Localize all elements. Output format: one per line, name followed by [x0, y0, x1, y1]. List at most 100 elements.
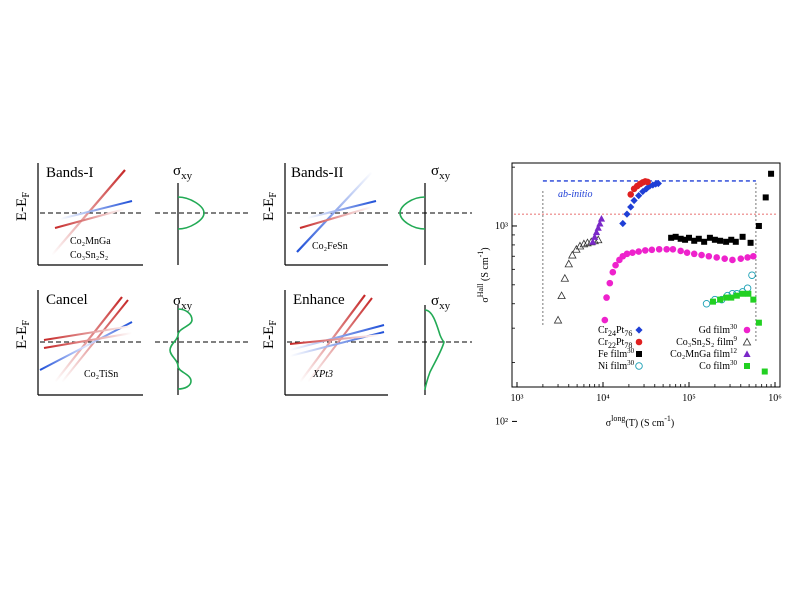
legend-marker: [635, 326, 643, 334]
band-line: [289, 334, 381, 345]
data-point: [747, 239, 754, 246]
sigma-curve: [424, 309, 445, 391]
data-point: [698, 251, 705, 259]
data-point: [691, 237, 698, 244]
data-point: [717, 237, 724, 244]
series-fe-film: [668, 170, 775, 246]
data-point: [668, 234, 675, 241]
data-point: [644, 178, 651, 186]
legend-marker: [743, 350, 751, 357]
legend-marker: [635, 338, 643, 346]
data-point: [654, 179, 662, 188]
data-point: [672, 233, 679, 240]
data-point: [627, 203, 635, 211]
legend-item: Cr24Pt76: [598, 325, 643, 338]
band-line: [39, 321, 133, 371]
data-point: [739, 290, 746, 297]
legend-label: Gd film30: [699, 323, 738, 336]
panel-enhance: Enhance XPt3 σxy E-EF: [261, 290, 472, 396]
sigma-curve: [399, 196, 426, 230]
data-point: [677, 235, 684, 242]
data-point: [728, 294, 735, 301]
panel-title: Bands-II: [291, 165, 344, 181]
data-point: [737, 255, 745, 263]
data-point: [655, 245, 663, 253]
data-point: [609, 268, 617, 276]
material-label: XPt3: [312, 369, 333, 380]
data-point: [669, 245, 677, 253]
data-point: [732, 238, 739, 245]
data-point: [709, 298, 716, 305]
data-point: [743, 284, 752, 293]
material-label: Co₂MnGa: [70, 236, 111, 247]
sigma-label: σxy: [173, 293, 193, 312]
panel-cancel: Cancel Co₂TiSn σxy E-EF: [14, 290, 250, 396]
data-point: [702, 299, 711, 308]
data-point: [575, 241, 585, 250]
sigma-label: σxy: [173, 163, 193, 182]
legend-item: Co film30: [699, 359, 750, 372]
data-point: [690, 250, 698, 258]
band-line: [43, 332, 133, 349]
panel-title: Enhance: [293, 292, 345, 308]
data-point: [597, 215, 606, 222]
sigma-curve: [177, 196, 205, 230]
material-label: Co₃Sn₂S₂: [70, 250, 108, 261]
data-point: [701, 238, 708, 245]
y-axis-title: σHall (S cm-1): [476, 247, 491, 302]
data-point: [560, 273, 570, 282]
data-point: [663, 245, 670, 253]
y-tick-label: 10²: [495, 416, 508, 427]
ab-initio-annotation: ab-initio: [558, 189, 592, 200]
data-point: [683, 249, 691, 256]
legend-item: Ni film30: [598, 359, 643, 372]
data-point: [612, 261, 619, 269]
data-point: [729, 256, 736, 264]
data-point: [755, 319, 762, 326]
legend-item: Cr22Pt78: [598, 337, 643, 350]
energy-axis-label: E-EF: [261, 192, 279, 221]
legend-label: Co₂MnGa film12: [670, 347, 737, 360]
legend-label: Cr24Pt76: [598, 325, 632, 338]
data-point: [589, 238, 597, 245]
data-point: [579, 239, 589, 248]
data-point: [619, 219, 627, 228]
band-line: [43, 325, 133, 341]
data-point: [695, 235, 702, 242]
data-point: [592, 228, 601, 236]
energy-axis-label: E-EF: [14, 192, 32, 221]
legend-marker: [636, 351, 642, 357]
data-point: [733, 292, 740, 299]
data-point: [553, 315, 563, 324]
data-point: [591, 233, 599, 240]
sigma-label: σxy: [431, 163, 451, 182]
data-point: [568, 250, 577, 259]
data-point: [717, 296, 724, 303]
energy-axis-label: E-EF: [14, 320, 32, 349]
data-point: [745, 290, 752, 297]
legend-label: Co₃Sn₂S₂ film9: [676, 335, 737, 348]
x-tick-label: 10⁶: [768, 393, 782, 404]
data-point: [601, 316, 609, 324]
data-point: [564, 259, 574, 268]
data-point: [739, 233, 746, 240]
panel-title: Bands-I: [46, 165, 94, 181]
data-point: [635, 192, 643, 200]
band-line: [54, 208, 126, 229]
data-point: [630, 196, 638, 205]
legend-marker: [742, 337, 752, 346]
data-point: [641, 247, 649, 254]
data-point: [723, 294, 730, 301]
series-cr24pt76: [619, 179, 662, 228]
sigma-label: σxy: [431, 293, 451, 312]
data-point: [623, 250, 631, 258]
data-point: [642, 185, 651, 193]
band-line: [289, 324, 385, 351]
data-point: [711, 236, 718, 243]
x-tick-label: 10³: [511, 393, 524, 404]
data-point: [682, 236, 689, 243]
data-point: [705, 252, 713, 260]
